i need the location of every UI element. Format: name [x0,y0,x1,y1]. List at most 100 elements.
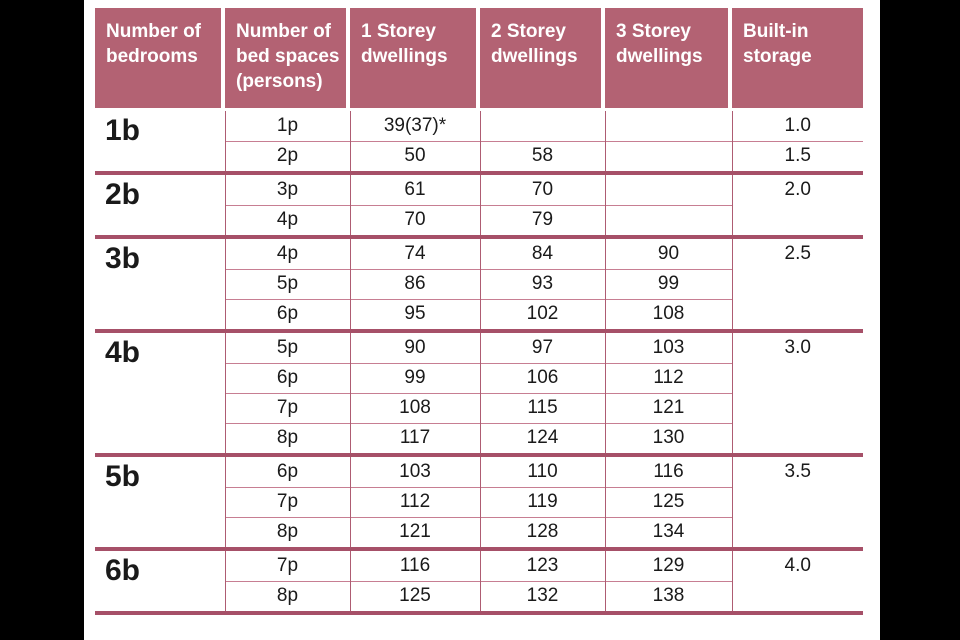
storey3-cell: 121 [604,392,732,423]
persons-cell: 6p [224,298,350,329]
document-sheet: Number of bedrooms Number of bed spaces … [84,0,880,640]
storey3-cell: 116 [604,457,732,487]
header-1-storey-dwellings: 1 Storey dwellings [350,8,480,108]
persons-cell: 4p [224,204,350,235]
persons-cell: 7p [224,551,350,581]
table-row: 8p 121 128 134 [95,516,863,547]
storey2-cell: 123 [479,551,605,581]
storey3-cell [604,204,732,235]
bedrooms-cell: 1b [105,114,141,147]
storey2-cell: 84 [479,239,605,269]
bedroom-group-2b: 2b 3p 61 70 2.0 4p 70 79 [95,175,863,239]
bedrooms-cell: 4b [105,336,141,369]
storey1-cell: 116 [349,551,480,581]
table-row: 8p 117 124 130 [95,422,863,453]
bedroom-group-4b: 4b 5p 90 97 103 3.0 6p 99 106 112 7p [95,333,863,457]
storey1-cell: 121 [349,516,480,547]
storey3-cell: 103 [604,333,732,363]
storey3-cell [604,140,732,171]
table-row: 6p 95 102 108 [95,298,863,329]
storey2-cell: 79 [479,204,605,235]
persons-cell: 2p [224,140,350,171]
storey1-cell: 39(37)* [349,111,480,141]
table-header-row: Number of bedrooms Number of bed spaces … [95,8,863,108]
storey2-cell: 115 [479,392,605,423]
bedroom-group-6b: 6b 7p 116 123 129 4.0 8p 125 132 138 [95,551,863,615]
storey2-cell: 132 [479,580,605,611]
storey3-cell: 138 [604,580,732,611]
storey1-cell: 50 [349,140,480,171]
bedrooms-cell: 5b [105,460,141,493]
storey1-cell: 90 [349,333,480,363]
header-2-storey-dwellings: 2 Storey dwellings [480,8,605,108]
table-row: 2p 50 58 1.5 [95,140,863,171]
table-row: 3b 4p 74 84 90 2.5 [95,239,863,329]
header-built-in-storage: Built-in storage [732,8,863,108]
storey2-cell: 106 [479,362,605,393]
storey1-cell: 112 [349,486,480,517]
persons-cell: 5p [224,268,350,299]
storage-cell: 3.0 [731,333,863,453]
storey2-cell: 124 [479,422,605,453]
persons-cell: 8p [224,422,350,453]
storey3-cell [604,111,732,141]
table-row: 5p 86 93 99 [95,268,863,299]
storage-cell: 1.5 [731,140,863,171]
persons-cell: 1p [224,111,350,141]
table-row: 2b 3p 61 70 2.0 [95,175,863,235]
persons-cell: 6p [224,362,350,393]
storey2-cell: 119 [479,486,605,517]
storey3-cell: 125 [604,486,732,517]
storey2-cell: 97 [479,333,605,363]
header-number-of-bedrooms: Number of bedrooms [95,8,225,108]
persons-cell: 4p [224,239,350,269]
storage-cell: 3.5 [731,457,863,547]
storey1-cell: 95 [349,298,480,329]
storey3-cell [604,175,732,205]
storey2-cell: 128 [479,516,605,547]
storey1-cell: 108 [349,392,480,423]
space-standards-table: Number of bedrooms Number of bed spaces … [95,8,863,615]
storey2-cell: 58 [479,140,605,171]
storey2-cell: 102 [479,298,605,329]
storey1-cell: 70 [349,204,480,235]
storage-cell: 2.0 [731,175,863,235]
header-number-of-bed-spaces: Number of bed spaces (persons) [225,8,350,108]
table-row: 1b 1p 39(37)* 1.0 [95,111,863,147]
persons-cell: 8p [224,516,350,547]
storey2-cell: 110 [479,457,605,487]
table-row: 4p 70 79 [95,204,863,235]
table-row: 4b 5p 90 97 103 3.0 [95,333,863,453]
storey1-cell: 125 [349,580,480,611]
storey2-cell: 93 [479,268,605,299]
persons-cell: 7p [224,486,350,517]
bedroom-group-1b: 1b 1p 39(37)* 1.0 2p 50 58 1.5 [95,111,863,175]
storage-cell: 4.0 [731,551,863,611]
storey3-cell: 99 [604,268,732,299]
table-row: 7p 112 119 125 [95,486,863,517]
table-row: 6b 7p 116 123 129 4.0 [95,551,863,611]
storey1-cell: 74 [349,239,480,269]
table-row: 7p 108 115 121 [95,392,863,423]
table-row: 5b 6p 103 110 116 3.5 [95,457,863,547]
storey2-cell: 70 [479,175,605,205]
storage-cell: 1.0 [731,111,863,141]
bedrooms-cell: 6b [105,554,141,587]
storey1-cell: 103 [349,457,480,487]
storey3-cell: 112 [604,362,732,393]
table-row: 6p 99 106 112 [95,362,863,393]
storey2-cell [479,111,605,141]
storey3-cell: 134 [604,516,732,547]
bedroom-group-5b: 5b 6p 103 110 116 3.5 7p 112 119 125 [95,457,863,551]
header-3-storey-dwellings: 3 Storey dwellings [605,8,732,108]
storey3-cell: 90 [604,239,732,269]
bedroom-group-3b: 3b 4p 74 84 90 2.5 5p 86 93 99 6p [95,239,863,333]
persons-cell: 6p [224,457,350,487]
storey1-cell: 86 [349,268,480,299]
persons-cell: 5p [224,333,350,363]
table-row: 8p 125 132 138 [95,580,863,611]
persons-cell: 7p [224,392,350,423]
bedrooms-cell: 2b [105,178,141,211]
storey1-cell: 117 [349,422,480,453]
